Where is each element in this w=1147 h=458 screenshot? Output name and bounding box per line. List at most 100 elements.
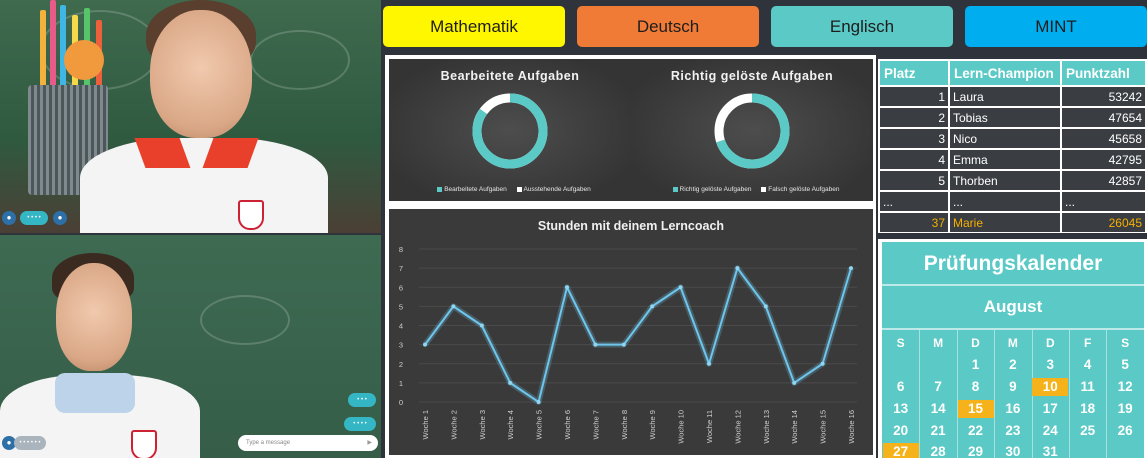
calendar-day[interactable]: 7 (934, 379, 942, 394)
calendar-day[interactable]: 16 (1005, 401, 1021, 416)
calendar-divider (994, 330, 996, 458)
calendar-day[interactable]: 1 (971, 357, 980, 372)
calendar-day[interactable]: 4 (1083, 357, 1092, 372)
tab-deutsch[interactable]: Deutsch (577, 6, 759, 47)
calendar-day[interactable]: 20 (893, 423, 909, 438)
calendar-day[interactable]: 19 (1117, 401, 1133, 416)
header-punktzahl: Punktzahl (1062, 61, 1145, 85)
legend-done-label: Bearbeitete Aufgaben (444, 186, 507, 193)
calendar-day[interactable]: 2 (1009, 357, 1017, 372)
table-row: 1 Laura 53242 (880, 87, 1145, 106)
leaderboard-header-row: Platz Lern-Champion Punktzahl (880, 61, 1145, 85)
crest-icon (238, 200, 264, 230)
camera-toggle-button[interactable]: ● (2, 211, 16, 225)
header-lern-champion: Lern-Champion (950, 61, 1060, 85)
send-icon[interactable]: ▶ (367, 440, 372, 446)
donut-card-tasks: Bearbeitete Aufgaben Bearbeitete Aufgabe… (389, 59, 631, 201)
rank-cell: 3 (880, 129, 948, 148)
data-point (820, 361, 825, 366)
donut-correct-chart (714, 93, 790, 169)
calendar-day[interactable]: 26 (1117, 423, 1133, 438)
donut-tasks-title: Bearbeitete Aufgaben (440, 69, 580, 83)
x-tick-label: Woche 15 (819, 410, 828, 444)
chat-option-button[interactable]: • • • • (344, 417, 376, 431)
rank-cell: 37 (880, 213, 948, 232)
calendar-day[interactable]: 5 (1121, 357, 1129, 372)
calendar-day[interactable]: 8 (971, 379, 980, 394)
x-tick-label: Woche 7 (591, 410, 600, 439)
camera-toggle-button[interactable]: ● (2, 436, 16, 450)
calendar-divider (1031, 330, 1033, 458)
donut-tasks-chart (472, 93, 548, 169)
leaderboard-table: Platz Lern-Champion Punktzahl 1 Laura 53… (878, 59, 1147, 234)
data-point (451, 304, 456, 309)
avatar-female (150, 10, 252, 138)
series-line (424, 267, 852, 403)
rank-cell: ... (880, 192, 948, 211)
calendar-day[interactable]: 12 (1117, 379, 1133, 394)
microphone-toggle-button[interactable]: ● (53, 211, 67, 225)
calendar-exam-day[interactable]: 10 (1032, 378, 1069, 396)
calendar-month: August (983, 297, 1043, 316)
name-cell: Thorben (950, 171, 1060, 190)
donut-correct-legend: Richtig gelöste Aufgaben Falsch gelöste … (631, 186, 873, 193)
tab-mint[interactable]: MINT (965, 6, 1147, 47)
tab-mathematik[interactable]: Mathematik (383, 6, 565, 47)
name-cell: ... (950, 192, 1060, 211)
y-tick-label: 1 (399, 379, 403, 388)
calendar-weekday: F (1084, 336, 1092, 350)
data-point (423, 342, 427, 347)
calendar-day[interactable]: 11 (1080, 379, 1095, 394)
x-tick-label: Woche 16 (847, 410, 856, 444)
table-row-ellipsis: ... ... ... (880, 192, 1145, 211)
calendar-exam-day[interactable]: 15 (957, 400, 994, 418)
calendar-day[interactable]: 28 (930, 444, 946, 458)
chat-input[interactable]: Type a message ▶ (238, 435, 378, 451)
legend-open-label: Ausstehende Aufgaben (523, 186, 591, 193)
table-row: 3 Nico 45658 (880, 129, 1145, 148)
calendar-day[interactable]: 22 (967, 423, 984, 438)
series-line-glow (422, 265, 854, 405)
calendar-weekday: S (1121, 336, 1130, 350)
data-point (707, 361, 711, 366)
calendar-day[interactable]: 24 (1042, 423, 1058, 438)
calendar-exam-day[interactable]: 27 (882, 443, 919, 458)
x-tick-label: Woche 9 (648, 410, 657, 439)
x-tick-label: Woche 5 (535, 410, 544, 439)
x-tick-label: Woche 11 (705, 410, 714, 443)
calendar-divider (956, 330, 958, 458)
controls-pill-button[interactable]: • • • • (20, 211, 48, 225)
calendar-weekday: D (1045, 336, 1055, 350)
calendar-day[interactable]: 6 (896, 379, 905, 394)
calendar-day[interactable]: 13 (893, 401, 909, 416)
crest-icon (131, 430, 157, 458)
calendar-day[interactable]: 9 (1009, 379, 1017, 394)
calendar-day[interactable]: 29 (967, 444, 984, 458)
calendar-day[interactable]: 3 (1046, 357, 1055, 372)
calendar-divider (919, 330, 921, 458)
calendar-day[interactable]: 18 (1080, 401, 1096, 416)
name-cell: Tobias (950, 108, 1060, 127)
calendar-day[interactable]: 31 (1042, 444, 1058, 458)
data-point (678, 285, 683, 290)
calendar-day[interactable]: 14 (930, 401, 946, 416)
calendar-day[interactable]: 30 (1005, 444, 1021, 458)
y-tick-label: 2 (399, 360, 403, 369)
x-tick-label: Woche 2 (449, 410, 458, 439)
calendar-divider (1106, 330, 1108, 458)
calendar-divider (1069, 330, 1070, 458)
x-tick-label: Woche 10 (677, 410, 686, 444)
controls-pill-button[interactable]: • • • • • • (14, 436, 46, 450)
calendar-day[interactable]: 25 (1080, 423, 1096, 438)
rank-cell: 2 (880, 108, 948, 127)
y-tick-label: 5 (399, 302, 403, 311)
chat-option-button[interactable]: • • • (348, 393, 376, 407)
calendar-day[interactable]: 17 (1042, 401, 1058, 416)
y-tick-label: 8 (399, 245, 403, 254)
rank-cell: 5 (880, 171, 948, 190)
tab-englisch[interactable]: Englisch (771, 6, 953, 47)
calendar-day[interactable]: 23 (1005, 423, 1021, 438)
calendar-day[interactable]: 21 (930, 423, 946, 438)
points-cell: 42795 (1062, 150, 1145, 169)
